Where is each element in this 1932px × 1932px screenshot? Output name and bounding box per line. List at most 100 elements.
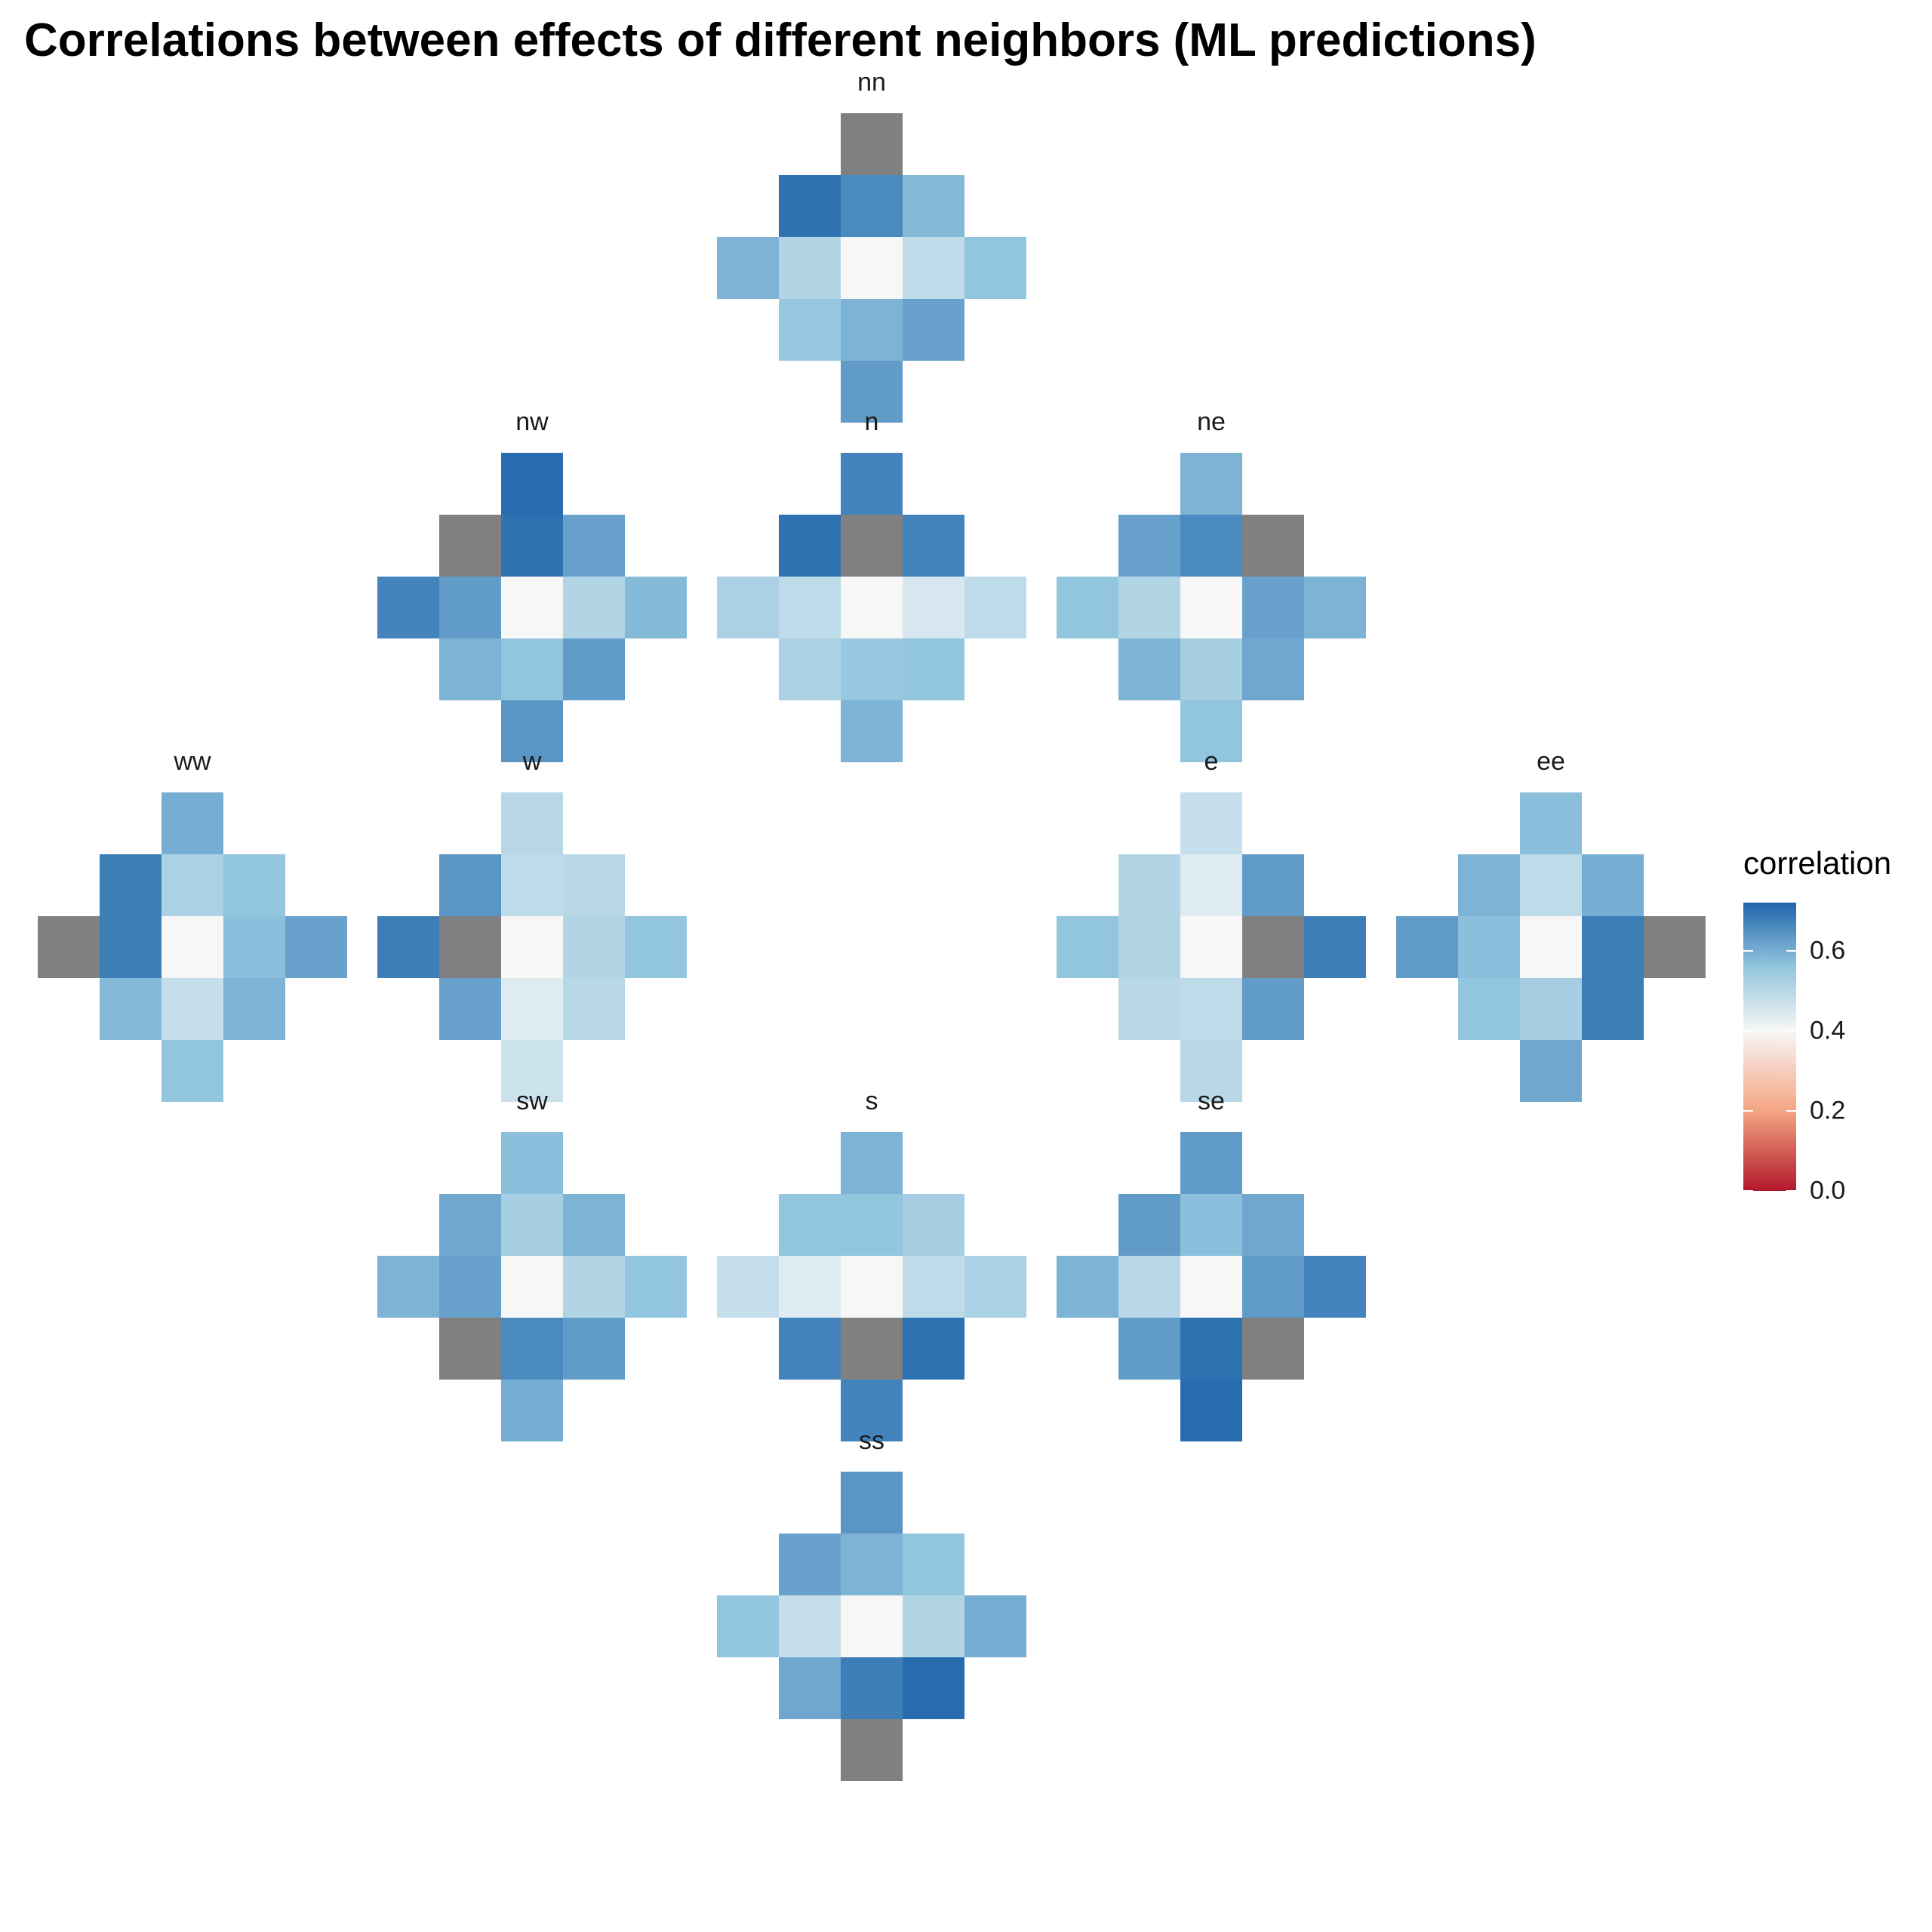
heatmap-cell-nw bbox=[1458, 854, 1520, 916]
heatmap-cell-s bbox=[841, 299, 903, 361]
heatmap-cell-e bbox=[903, 1595, 964, 1657]
heatmap-cell-nw bbox=[439, 515, 501, 577]
panel-ww: ww bbox=[38, 740, 347, 1102]
heatmap-cell-nw bbox=[100, 854, 162, 916]
heatmap-cell-n bbox=[501, 1194, 563, 1256]
heatmap-cell-se bbox=[903, 1318, 964, 1380]
panel-label: e bbox=[1204, 747, 1219, 776]
heatmap-cell-nn bbox=[841, 453, 903, 515]
heatmap-cell-se bbox=[1242, 638, 1304, 700]
heatmap-cell-ww bbox=[38, 916, 100, 978]
heatmap-cell-w bbox=[1458, 916, 1520, 978]
panel-se: se bbox=[1057, 1079, 1366, 1441]
heatmap-cell-ww bbox=[1396, 916, 1458, 978]
heatmap-cell-w bbox=[779, 577, 841, 638]
heatmap-cell-ee bbox=[625, 577, 687, 638]
heatmap-cell-e bbox=[563, 1256, 625, 1318]
heatmap-cell-ss bbox=[501, 1040, 563, 1102]
heatmap-cell-sw bbox=[1458, 978, 1520, 1040]
heatmap-cell-ne bbox=[1242, 1194, 1304, 1256]
panel-label: nn bbox=[857, 68, 886, 97]
heatmap-cell-ne bbox=[223, 854, 285, 916]
heatmap-cell-nn bbox=[162, 792, 223, 854]
heatmap-cell-ww bbox=[1057, 1256, 1118, 1318]
legend-tick-label: 0.6 bbox=[1810, 936, 1846, 965]
heatmap-cell-ee bbox=[1304, 916, 1366, 978]
heatmap-cell-nw bbox=[439, 854, 501, 916]
panel-ss: ss bbox=[717, 1419, 1026, 1781]
heatmap-cell-ne bbox=[903, 175, 964, 237]
heatmap-cell-n bbox=[1180, 854, 1242, 916]
heatmap-cell-ss bbox=[841, 1380, 903, 1441]
heatmap-cell-c bbox=[841, 237, 903, 299]
heatmap-cell-ss bbox=[1180, 700, 1242, 762]
panel-ne: ne bbox=[1057, 400, 1366, 762]
heatmap-cell-se bbox=[1242, 978, 1304, 1040]
heatmap-cell-s bbox=[841, 638, 903, 700]
heatmap-cell-nn bbox=[841, 1472, 903, 1534]
heatmap-cell-c bbox=[841, 577, 903, 638]
heatmap-cell-w bbox=[1118, 916, 1180, 978]
heatmap-cell-ww bbox=[377, 577, 439, 638]
heatmap-cell-ww bbox=[717, 1256, 779, 1318]
heatmap-cell-sw bbox=[779, 299, 841, 361]
legend-colorbar bbox=[1743, 903, 1796, 1191]
panel-label: w bbox=[522, 747, 542, 776]
heatmap-cell-n bbox=[1520, 854, 1582, 916]
heatmap-cell-ee bbox=[964, 1256, 1026, 1318]
heatmap-cell-e bbox=[563, 916, 625, 978]
heatmap-cell-ee bbox=[1304, 577, 1366, 638]
heatmap-cell-w bbox=[779, 237, 841, 299]
panel-label: ee bbox=[1537, 747, 1565, 776]
heatmap-cell-sw bbox=[439, 638, 501, 700]
legend-tick-label: 0.2 bbox=[1810, 1096, 1846, 1125]
heatmap-cell-ne bbox=[563, 515, 625, 577]
heatmap-cell-s bbox=[501, 638, 563, 700]
panel-n: n bbox=[717, 400, 1026, 762]
heatmap-cell-c bbox=[501, 577, 563, 638]
heatmap-cell-ee bbox=[964, 577, 1026, 638]
heatmap-cell-se bbox=[563, 638, 625, 700]
heatmap-cell-se bbox=[1242, 1318, 1304, 1380]
heatmap-cell-c bbox=[501, 916, 563, 978]
panel-label: n bbox=[864, 408, 879, 436]
chart-title: Correlations between effects of differen… bbox=[24, 14, 1537, 66]
heatmap-cell-e bbox=[1582, 916, 1644, 978]
heatmap-cell-s bbox=[1180, 638, 1242, 700]
heatmap-cell-ww bbox=[717, 1595, 779, 1657]
heatmap-cell-nw bbox=[1118, 515, 1180, 577]
heatmap-cell-e bbox=[903, 1256, 964, 1318]
heatmap-cell-nw bbox=[779, 175, 841, 237]
heatmap-cell-c bbox=[841, 1595, 903, 1657]
heatmap-cell-ee bbox=[1304, 1256, 1366, 1318]
heatmap-cell-nn bbox=[841, 1132, 903, 1194]
heatmap-cell-sw bbox=[439, 978, 501, 1040]
heatmap-cell-ss bbox=[841, 700, 903, 762]
heatmap-cell-ee bbox=[285, 916, 347, 978]
heatmap-cell-se bbox=[1582, 978, 1644, 1040]
heatmap-cell-n bbox=[1180, 515, 1242, 577]
heatmap-cell-ww bbox=[377, 916, 439, 978]
heatmap-cell-nn bbox=[1180, 1132, 1242, 1194]
heatmap-cell-ne bbox=[903, 1194, 964, 1256]
heatmap-cell-ww bbox=[717, 577, 779, 638]
heatmap-cell-w bbox=[779, 1256, 841, 1318]
heatmap-cell-s bbox=[162, 978, 223, 1040]
heatmap-cell-w bbox=[100, 916, 162, 978]
heatmap-cell-ee bbox=[625, 916, 687, 978]
heatmap-cell-ss bbox=[162, 1040, 223, 1102]
heatmap-cell-ww bbox=[377, 1256, 439, 1318]
panel-w: w bbox=[377, 740, 687, 1102]
heatmap-cell-e bbox=[903, 237, 964, 299]
heatmap-cell-sw bbox=[1118, 1318, 1180, 1380]
heatmap-cell-ss bbox=[841, 1719, 903, 1781]
heatmap-cell-n bbox=[501, 515, 563, 577]
heatmap-cell-e bbox=[563, 577, 625, 638]
heatmap-cell-nw bbox=[439, 1194, 501, 1256]
heatmap-cell-ne bbox=[903, 515, 964, 577]
heatmap-cell-nw bbox=[779, 515, 841, 577]
panel-label: sw bbox=[516, 1087, 548, 1115]
heatmap-cell-se bbox=[903, 638, 964, 700]
heatmap-cell-nn bbox=[501, 792, 563, 854]
